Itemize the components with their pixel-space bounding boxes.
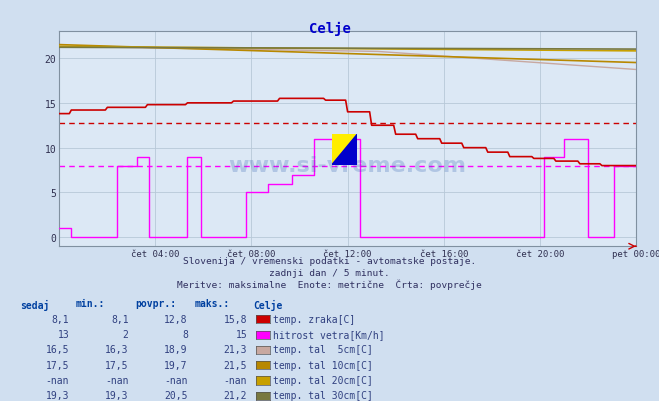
Text: Slovenija / vremenski podatki - avtomatske postaje.: Slovenija / vremenski podatki - avtomats… [183,257,476,265]
Text: min.:: min.: [76,299,105,309]
Text: www.si-vreme.com: www.si-vreme.com [229,155,467,175]
Text: -nan: -nan [164,375,188,385]
Text: hitrost vetra[Km/h]: hitrost vetra[Km/h] [273,329,385,339]
Text: Celje: Celje [254,299,283,310]
Text: Meritve: maksimalne  Enote: metrične  Črta: povprečje: Meritve: maksimalne Enote: metrične Črta… [177,279,482,290]
Text: temp. tal 30cm[C]: temp. tal 30cm[C] [273,390,374,400]
Text: 8,1: 8,1 [111,314,129,324]
Text: sedaj: sedaj [20,299,49,310]
Text: 19,3: 19,3 [45,390,69,400]
Text: 17,5: 17,5 [105,360,129,370]
Text: temp. tal  5cm[C]: temp. tal 5cm[C] [273,344,374,354]
Text: temp. tal 20cm[C]: temp. tal 20cm[C] [273,375,374,385]
Text: 21,2: 21,2 [223,390,247,400]
Text: 15: 15 [235,329,247,339]
Text: povpr.:: povpr.: [135,299,176,309]
Text: 8: 8 [182,329,188,339]
Text: temp. zraka[C]: temp. zraka[C] [273,314,356,324]
Text: 20,5: 20,5 [164,390,188,400]
Text: Celje: Celje [308,22,351,36]
Text: 21,5: 21,5 [223,360,247,370]
Text: 19,7: 19,7 [164,360,188,370]
Text: zadnji dan / 5 minut.: zadnji dan / 5 minut. [269,268,390,277]
Text: 13: 13 [57,329,69,339]
Polygon shape [332,135,357,165]
Text: 19,3: 19,3 [105,390,129,400]
Text: 12,8: 12,8 [164,314,188,324]
Polygon shape [332,135,357,165]
Text: -nan: -nan [105,375,129,385]
Text: -nan: -nan [45,375,69,385]
Text: temp. tal 10cm[C]: temp. tal 10cm[C] [273,360,374,370]
Text: 18,9: 18,9 [164,344,188,354]
Text: 2: 2 [123,329,129,339]
Text: 16,3: 16,3 [105,344,129,354]
Text: maks.:: maks.: [194,299,229,309]
Text: 21,3: 21,3 [223,344,247,354]
Text: -nan: -nan [223,375,247,385]
Polygon shape [332,135,357,165]
Text: 17,5: 17,5 [45,360,69,370]
Text: 8,1: 8,1 [51,314,69,324]
Text: 15,8: 15,8 [223,314,247,324]
Text: 16,5: 16,5 [45,344,69,354]
